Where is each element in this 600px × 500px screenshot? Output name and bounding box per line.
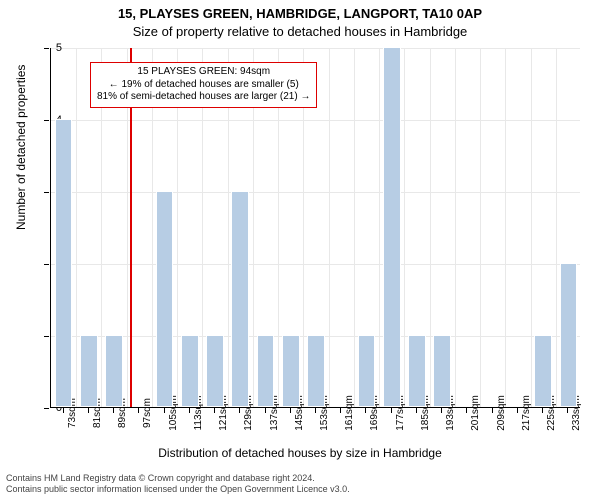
histogram-bar xyxy=(231,191,249,407)
gridline-v xyxy=(531,48,532,407)
footer-attribution: Contains HM Land Registry data © Crown c… xyxy=(6,473,350,496)
gridline-v xyxy=(329,48,330,407)
annotation-line: 15 PLAYSES GREEN: 94sqm xyxy=(97,66,310,79)
annotation-line: ← 19% of detached houses are smaller (5) xyxy=(97,79,310,92)
y-tick-mark xyxy=(44,120,49,121)
x-tick-mark xyxy=(113,408,114,413)
y-axis-label: Number of detached properties xyxy=(14,65,28,230)
page-title-1: 15, PLAYSES GREEN, HAMBRIDGE, LANGPORT, … xyxy=(0,6,600,21)
x-tick-mark xyxy=(315,408,316,413)
gridline-v xyxy=(379,48,380,407)
x-tick-mark xyxy=(138,408,139,413)
gridline-v xyxy=(430,48,431,407)
histogram-bar xyxy=(358,335,376,407)
x-tick-mark xyxy=(391,408,392,413)
x-axis-label: Distribution of detached houses by size … xyxy=(0,446,600,460)
x-tick-mark xyxy=(239,408,240,413)
y-tick-mark xyxy=(44,336,49,337)
histogram-bar xyxy=(257,335,275,407)
gridline-v xyxy=(76,48,77,407)
gridline-v xyxy=(404,48,405,407)
gridline-v xyxy=(556,48,557,407)
y-tick-mark xyxy=(44,192,49,193)
histogram-bar xyxy=(282,335,300,407)
x-tick-mark xyxy=(517,408,518,413)
histogram-bar xyxy=(181,335,199,407)
histogram-bar xyxy=(80,335,98,407)
histogram-bar xyxy=(433,335,451,407)
x-tick-label: 97sqm xyxy=(142,398,153,428)
y-tick-mark xyxy=(44,408,49,409)
x-tick-mark xyxy=(441,408,442,413)
x-tick-label: 209sqm xyxy=(496,395,507,431)
histogram-bar xyxy=(206,335,224,407)
x-tick-mark xyxy=(164,408,165,413)
y-tick-mark xyxy=(44,264,49,265)
x-tick-mark xyxy=(189,408,190,413)
marker-annotation: 15 PLAYSES GREEN: 94sqm← 19% of detached… xyxy=(90,62,317,108)
x-tick-label: 217sqm xyxy=(521,395,532,431)
histogram-bar xyxy=(55,119,73,407)
x-tick-mark xyxy=(63,408,64,413)
x-tick-mark xyxy=(567,408,568,413)
x-tick-mark xyxy=(265,408,266,413)
gridline-v xyxy=(455,48,456,407)
x-tick-label: 201sqm xyxy=(470,395,481,431)
x-tick-mark xyxy=(214,408,215,413)
histogram-bar xyxy=(105,335,123,407)
x-tick-mark xyxy=(466,408,467,413)
x-tick-mark xyxy=(88,408,89,413)
x-tick-label: 161sqm xyxy=(344,395,355,431)
x-tick-mark xyxy=(492,408,493,413)
gridline-v xyxy=(354,48,355,407)
x-tick-mark xyxy=(416,408,417,413)
page-title-2: Size of property relative to detached ho… xyxy=(0,24,600,39)
x-tick-mark xyxy=(340,408,341,413)
histogram-bar xyxy=(408,335,426,407)
footer-line-1: Contains HM Land Registry data © Crown c… xyxy=(6,473,350,485)
histogram-bar xyxy=(534,335,552,407)
histogram-bar xyxy=(560,263,578,407)
annotation-line: 81% of semi-detached houses are larger (… xyxy=(97,91,310,104)
x-tick-mark xyxy=(290,408,291,413)
histogram-bar xyxy=(307,335,325,407)
histogram-bar xyxy=(383,47,401,407)
x-tick-mark xyxy=(542,408,543,413)
gridline-v xyxy=(505,48,506,407)
histogram-bar xyxy=(156,191,174,407)
x-tick-mark xyxy=(365,408,366,413)
footer-line-2: Contains public sector information licen… xyxy=(6,484,350,496)
gridline-v xyxy=(480,48,481,407)
y-tick-mark xyxy=(44,48,49,49)
